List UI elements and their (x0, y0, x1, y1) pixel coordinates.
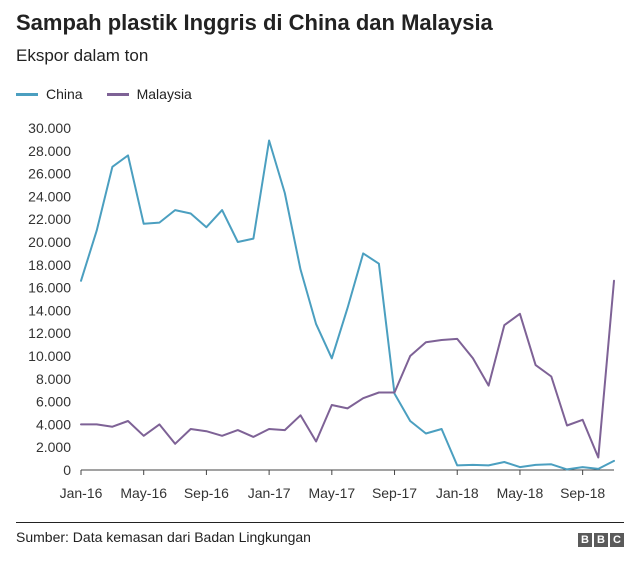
legend-item-china: China (16, 86, 83, 102)
bbc-logo: B B C (576, 533, 624, 547)
legend-label-malaysia: Malaysia (136, 86, 192, 102)
footer-divider (16, 522, 624, 523)
y-tick-label: 30.000 (28, 120, 71, 136)
y-tick-label: 18.000 (28, 257, 71, 273)
bbc-logo-letter-2: B (594, 533, 608, 547)
y-tick-label: 14.000 (28, 302, 71, 318)
y-tick-label: 8.000 (36, 371, 71, 387)
x-tick-label: Jan-17 (248, 485, 291, 501)
x-tick-label: Sep-17 (372, 485, 417, 501)
x-tick-label: Sep-18 (560, 485, 605, 501)
series-line-china (80, 139, 615, 471)
y-tick-label: 4.000 (36, 416, 71, 432)
y-tick-label: 2.000 (36, 439, 71, 455)
y-tick-label: 6.000 (36, 394, 71, 410)
x-tick-label: May-17 (308, 485, 355, 501)
y-tick-label: 24.000 (28, 188, 71, 204)
chart-subtitle: Ekspor dalam ton (16, 46, 149, 65)
x-tick-label: May-16 (120, 485, 167, 501)
chart-legend: China Malaysia (16, 84, 216, 104)
y-tick-label: 0 (63, 462, 71, 478)
y-tick-label: 12.000 (28, 325, 71, 341)
y-tick-label: 20.000 (28, 234, 71, 250)
y-tick-label: 28.000 (28, 143, 71, 159)
bbc-logo-letter-3: C (610, 533, 624, 547)
x-tick-label: Jan-16 (60, 485, 103, 501)
line-chart: 0 2.000 4.000 6.000 8.000 10.000 12.000 14.000 1… (28, 120, 615, 501)
chart-title: Sampah plastik Inggris di China dan Mala… (16, 10, 493, 35)
legend-swatch-china (16, 92, 38, 96)
legend-swatch-malaysia (106, 92, 129, 96)
x-tick-label: Jan-18 (436, 485, 479, 501)
legend-item-malaysia: Malaysia (106, 86, 192, 102)
y-tick-label: 10.000 (28, 348, 71, 364)
y-tick-label: 26.000 (28, 166, 71, 182)
bbc-logo-letter-1: B (578, 533, 592, 547)
y-tick-label: 16.000 (28, 280, 71, 296)
x-tick-label: May-18 (497, 485, 544, 501)
legend-label-china: China (46, 86, 83, 102)
x-tick-label: Sep-16 (184, 485, 229, 501)
series-line-malaysia (80, 279, 615, 459)
source-note: Sumber: Data kemasan dari Badan Lingkung… (16, 529, 311, 545)
y-tick-label: 22.000 (28, 211, 71, 227)
